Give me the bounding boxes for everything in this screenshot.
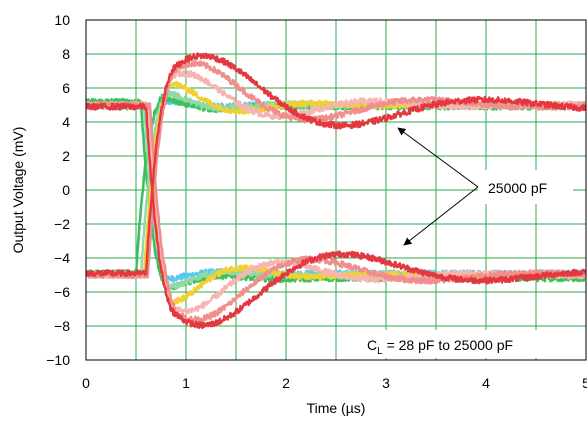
arrow-upper (397, 127, 479, 188)
x-tick-label: 2 (282, 375, 290, 391)
y-tick-labels: 10 8 6 4 2 0 −2 −4 −6 −8 −10 (46, 12, 70, 368)
y-tick-label: −6 (54, 284, 70, 300)
x-tick-label: 0 (82, 375, 90, 391)
annotation-cl-range: CL = 28 pF to 25000 pF (356, 330, 578, 358)
x-axis-label: Time (µs) (307, 400, 366, 416)
y-axis-label: Output Voltage (mV) (10, 127, 26, 254)
y-tick-label: −8 (54, 318, 70, 334)
x-tick-labels: 0 1 2 3 4 5 (82, 375, 587, 391)
series-line-falling (86, 100, 586, 324)
plot-border (85, 19, 587, 361)
annotation-box (478, 170, 573, 204)
y-tick-label: 4 (62, 114, 70, 130)
series-layer (86, 52, 586, 329)
y-tick-label: 6 (62, 80, 70, 96)
y-tick-label: −2 (54, 216, 70, 232)
y-tick-label: −4 (54, 250, 70, 266)
annotation-label: 25000 pF (488, 180, 547, 196)
y-tick-label: 10 (54, 12, 70, 28)
y-tick-label: −10 (46, 352, 70, 368)
series-line-falling (86, 102, 586, 329)
arrow-lower (403, 186, 479, 246)
range-box (356, 330, 578, 358)
x-tick-label: 3 (382, 375, 390, 391)
series-line-rising (86, 52, 586, 278)
x-tick-label: 4 (482, 375, 490, 391)
range-label: CL = 28 pF to 25000 pF (367, 337, 513, 357)
x-tick-label: 1 (182, 375, 190, 391)
y-tick-label: 8 (62, 46, 70, 62)
annotation-25000pf: 25000 pF (397, 127, 573, 246)
x-tick-label: 5 (582, 375, 587, 391)
y-tick-label: 0 (62, 182, 70, 198)
y-tick-label: 2 (62, 148, 70, 164)
